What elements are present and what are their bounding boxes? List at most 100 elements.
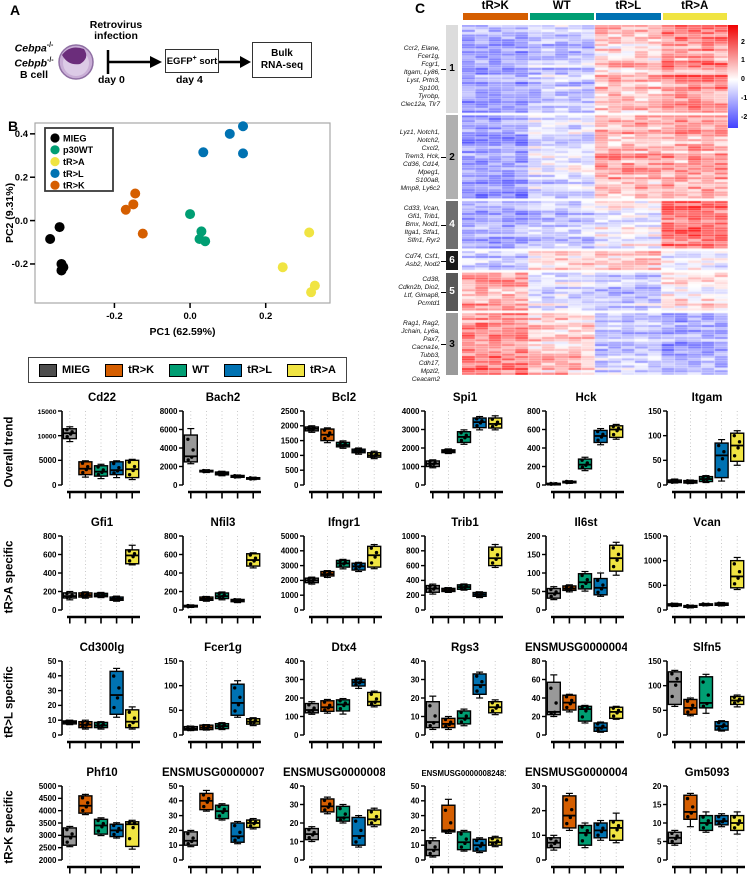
y-tick-label: 1000 [402,462,420,471]
pca-ytick-label: 0.2 [15,172,28,183]
data-point [190,839,194,844]
data-point [307,580,311,584]
pca-legend-swatch-tR>L [50,168,60,178]
data-point [100,825,104,829]
boxplot-title: ENSMUSG0000004361 [525,767,627,779]
data-point [248,553,252,557]
data-point [131,720,135,725]
data-point [568,702,572,706]
data-point [374,550,379,555]
legend-entry-MIEG: MIEG [39,363,90,377]
panel-b-label: B [8,118,19,134]
data-point [596,722,600,726]
data-point [554,701,558,705]
y-tick-label: 200 [285,694,299,703]
data-point [459,720,464,724]
data-point [221,810,225,814]
y-tick-label: 2000 [39,856,57,865]
data-point [342,443,346,448]
data-point [369,810,373,814]
cluster-genes-2: Lyz1, Notch1, Notch2, Cxcl2, Trem3, Hck,… [399,129,440,193]
boxplot-Slfn5: Slfn5 0 50 100 150 [648,642,745,749]
data-point [307,703,311,707]
y-tick-label: 3500 [39,819,57,828]
data-point [132,821,137,826]
data-point [553,841,557,846]
y-tick-label: 15000 [38,409,57,416]
y-tick-label: 40 [169,797,178,806]
data-point [84,723,88,727]
data-point [478,844,483,848]
y-tick-label: 100 [648,681,662,690]
y-tick-label: 5 [657,837,662,846]
data-point [570,807,574,812]
pca-legend-label: tR>K [63,181,85,191]
boxplot-title: Trib1 [451,517,479,529]
data-point [131,468,135,473]
y-tick-label: 20 [653,782,662,791]
boxplot-ENSMUSG0000004361: ENSMUSG0000004361 0 10 20 30 [525,767,627,874]
data-point [354,447,358,452]
boxplot-title: Phf10 [86,767,117,779]
data-point [96,818,100,823]
data-point [568,480,572,485]
data-point [584,581,588,585]
y-tick-label: 0 [536,606,541,615]
heatmap-header-WT: WT [552,0,571,12]
cluster-bracket-4 [441,224,446,226]
box-MIEG [425,840,440,857]
pca-point-p30WT [200,236,211,247]
data-point [233,686,237,690]
boxplot-Il6st: Il6st 0 50 100 150 200 [527,517,624,624]
data-point [328,703,332,708]
data-point [432,587,436,591]
data-point [96,472,101,477]
data-point [311,708,315,713]
data-point [732,826,737,830]
y-tick-label: 10 [653,819,662,828]
colorbar-tick-label: 2 [741,38,745,46]
legend-swatch-tR>L [224,363,243,377]
pca-legend-swatch-tR>A [50,157,60,167]
data-point [447,722,451,727]
boxplot-title: Gm5093 [685,767,730,779]
data-point [490,424,495,429]
data-point [616,824,621,828]
data-point [428,704,432,708]
data-point [717,468,721,472]
cluster-genes-1: Ccr2, Elane, Fcer1g, Fcgr1, Itgam, Ly86,… [400,44,440,108]
y-tick-label: 50 [169,782,178,791]
genotype-bcell: B cell [19,69,48,81]
data-point [490,842,495,846]
y-tick-label: 0 [536,481,541,490]
y-tick-label: 600 [527,425,541,434]
data-point [100,724,104,728]
data-point [357,565,362,569]
y-tick-label: 40 [532,694,541,703]
data-point [732,815,736,819]
data-point [201,723,206,728]
y-tick-label: 200 [164,587,178,596]
data-point [96,829,101,833]
data-point [701,478,706,483]
data-point [238,830,242,835]
panel-a: A Cebpa-/- Cebpb-/- B cell Retrovirus in… [0,0,420,115]
y-tick-label: 20 [48,701,57,710]
pca-point-tR>K [130,188,141,199]
panel-c: C tR>K WT tR>L tR>A 1 Ccr2, Elane, Fcer1g, F… [398,0,748,388]
data-point [65,827,69,832]
data-point [494,557,498,562]
data-point [443,587,448,591]
panel-a-label: A [10,2,21,18]
boxplot-ENSMUSG0000004486: ENSMUSG0000004486 0 20 40 60 80 [525,642,627,749]
data-point [323,708,327,712]
data-point [84,593,88,598]
data-point [720,820,725,824]
boxplot-Hck: Hck 0 200 400 600 800 [527,392,624,499]
data-point [127,549,131,553]
data-point [480,841,484,846]
data-point [601,826,605,830]
boxplot-title: ENSMUSG0000004486 [525,642,627,654]
data-point [248,721,253,725]
data-point [191,448,195,452]
